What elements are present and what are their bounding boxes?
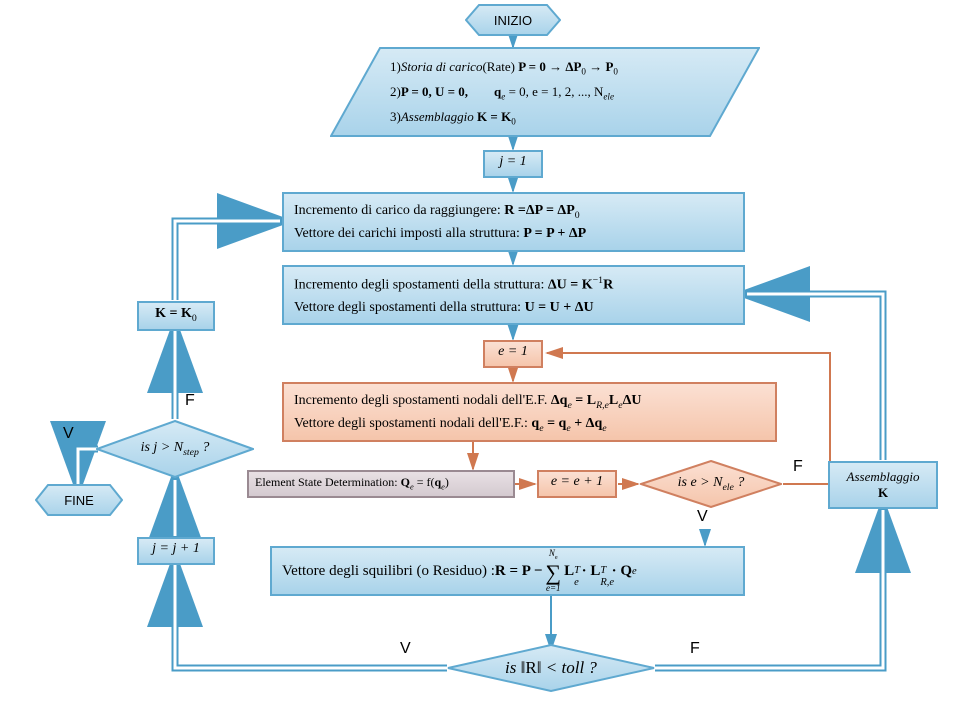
box-e1: e = 1 <box>483 340 543 368</box>
hex-inizio: INIZIO <box>465 4 561 36</box>
ee1-text: e = e + 1 <box>551 474 603 489</box>
diamond-j: is j > Nstep ? <box>96 420 254 478</box>
box-residuo: Vettore degli squilibri (o Residuo) : R … <box>270 546 745 596</box>
box-ee1: e = e + 1 <box>537 470 617 498</box>
box-kk0: K = K0 <box>137 301 215 331</box>
lbl-v-j: V <box>63 425 74 443</box>
j1-text: j = 1 <box>499 154 526 169</box>
lbl-f-e: F <box>793 458 803 476</box>
diamond-e: is e > Nele ? <box>640 460 782 508</box>
box-spost: Incremento degli spostamenti della strut… <box>282 265 745 325</box>
lbl-v-r: V <box>400 640 411 658</box>
box-jj1: j = j + 1 <box>137 537 215 565</box>
lbl-v-e: V <box>697 508 708 526</box>
diamond-r: is ‖R‖ < toll ? <box>447 644 655 692</box>
inizio-label: INIZIO <box>465 4 561 36</box>
fine-label: FINE <box>35 484 123 516</box>
box-j1: j = 1 <box>483 150 543 178</box>
lbl-f-j: F <box>185 392 195 410</box>
box-nodali: Incremento degli spostamenti nodali dell… <box>282 382 777 442</box>
box-esd: Element State Determination: Qe = f(qe) <box>247 470 515 498</box>
jj1-text: j = j + 1 <box>152 541 200 556</box>
parallelogram-init: 1)Storia di carico(Rate) P = 0 → ΔP0 → P… <box>330 47 760 137</box>
e1-text: e = 1 <box>498 344 528 359</box>
para-content: 1)Storia di carico(Rate) P = 0 → ΔP0 → P… <box>390 55 700 129</box>
lbl-f-r: F <box>690 640 700 658</box>
hex-fine: FINE <box>35 484 123 516</box>
box-assemK: Assemblaggio K <box>828 461 938 509</box>
box-carico: Incremento di carico da raggiungere: R =… <box>282 192 745 252</box>
